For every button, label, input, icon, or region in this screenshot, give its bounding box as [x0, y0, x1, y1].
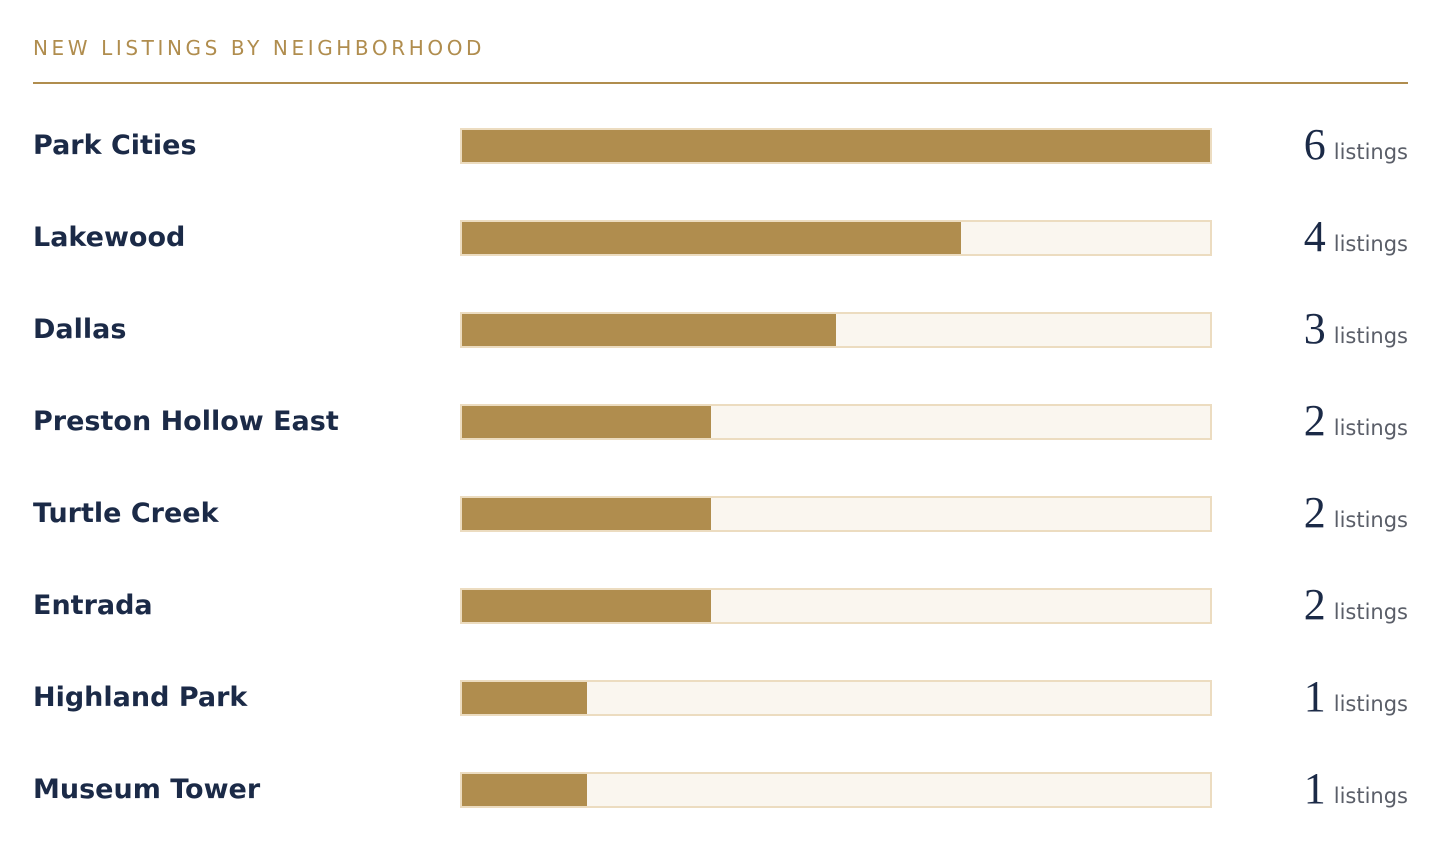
value-readout: 4 listings	[1304, 212, 1408, 262]
bar-fill	[462, 406, 711, 438]
category-label: Entrada	[33, 590, 153, 621]
value-readout: 2 listings	[1304, 396, 1408, 446]
category-label: Park Cities	[33, 130, 197, 161]
value-number: 3	[1303, 304, 1326, 353]
value-number: 2	[1303, 580, 1326, 629]
category-label: Preston Hollow East	[33, 406, 339, 437]
value-readout: 3 listings	[1304, 304, 1408, 354]
value-unit: listings	[1333, 600, 1408, 624]
bar-fill	[462, 222, 961, 254]
category-label: Turtle Creek	[33, 498, 219, 529]
bar-row-lakewood: Lakewood 4 listings	[33, 194, 1408, 286]
bar-track	[460, 312, 1212, 348]
listings-panel: NEW LISTINGS BY NEIGHBORHOOD Park Cities…	[33, 34, 1408, 813]
value-unit: listings	[1333, 784, 1408, 808]
bar-row-dallas: Dallas 3 listings	[33, 286, 1408, 378]
category-label: Museum Tower	[33, 774, 261, 805]
value-unit: listings	[1333, 508, 1408, 532]
bar-row-park-cities: Park Cities 6 listings	[33, 102, 1408, 194]
category-label: Highland Park	[33, 682, 248, 713]
bar-row-turtle-creek: Turtle Creek 2 listings	[33, 470, 1408, 562]
value-number: 2	[1303, 396, 1326, 445]
value-readout: 1 listings	[1304, 672, 1408, 722]
bar-row-preston-hollow-east: Preston Hollow East 2 listings	[33, 378, 1408, 470]
value-unit: listings	[1333, 324, 1408, 348]
bar-row-entrada: Entrada 2 listings	[33, 562, 1408, 654]
bar-track	[460, 128, 1212, 164]
bar-track	[460, 588, 1212, 624]
value-unit: listings	[1333, 232, 1408, 256]
bar-track	[460, 772, 1212, 808]
value-number: 4	[1303, 212, 1326, 261]
category-label: Lakewood	[33, 222, 186, 253]
bar-row-museum-tower: Museum Tower 1 listings	[33, 746, 1408, 838]
category-label: Dallas	[33, 314, 127, 345]
bar-rows: Park Cities 6 listings Lakewood 4 listings Dal…	[33, 102, 1408, 838]
value-unit: listings	[1333, 140, 1408, 164]
bar-track	[460, 220, 1212, 256]
value-unit: listings	[1333, 416, 1408, 440]
bar-fill	[462, 498, 711, 530]
bar-row-highland-park: Highland Park 1 listings	[33, 654, 1408, 746]
chart-title: NEW LISTINGS BY NEIGHBORHOOD	[33, 36, 486, 60]
value-number: 6	[1303, 120, 1326, 169]
value-readout: 2 listings	[1304, 580, 1408, 630]
bar-fill	[462, 590, 711, 622]
bar-track	[460, 404, 1212, 440]
bar-fill	[462, 774, 587, 806]
value-number: 2	[1303, 488, 1326, 537]
value-readout: 6 listings	[1304, 120, 1408, 170]
bar-fill	[462, 314, 836, 346]
title-divider	[33, 82, 1408, 84]
value-readout: 2 listings	[1304, 488, 1408, 538]
value-number: 1	[1303, 672, 1326, 721]
value-number: 1	[1303, 764, 1326, 813]
value-unit: listings	[1333, 692, 1408, 716]
value-readout: 1 listings	[1304, 764, 1408, 814]
bar-track	[460, 496, 1212, 532]
bar-track	[460, 680, 1212, 716]
bar-fill	[462, 130, 1210, 162]
bar-fill	[462, 682, 587, 714]
